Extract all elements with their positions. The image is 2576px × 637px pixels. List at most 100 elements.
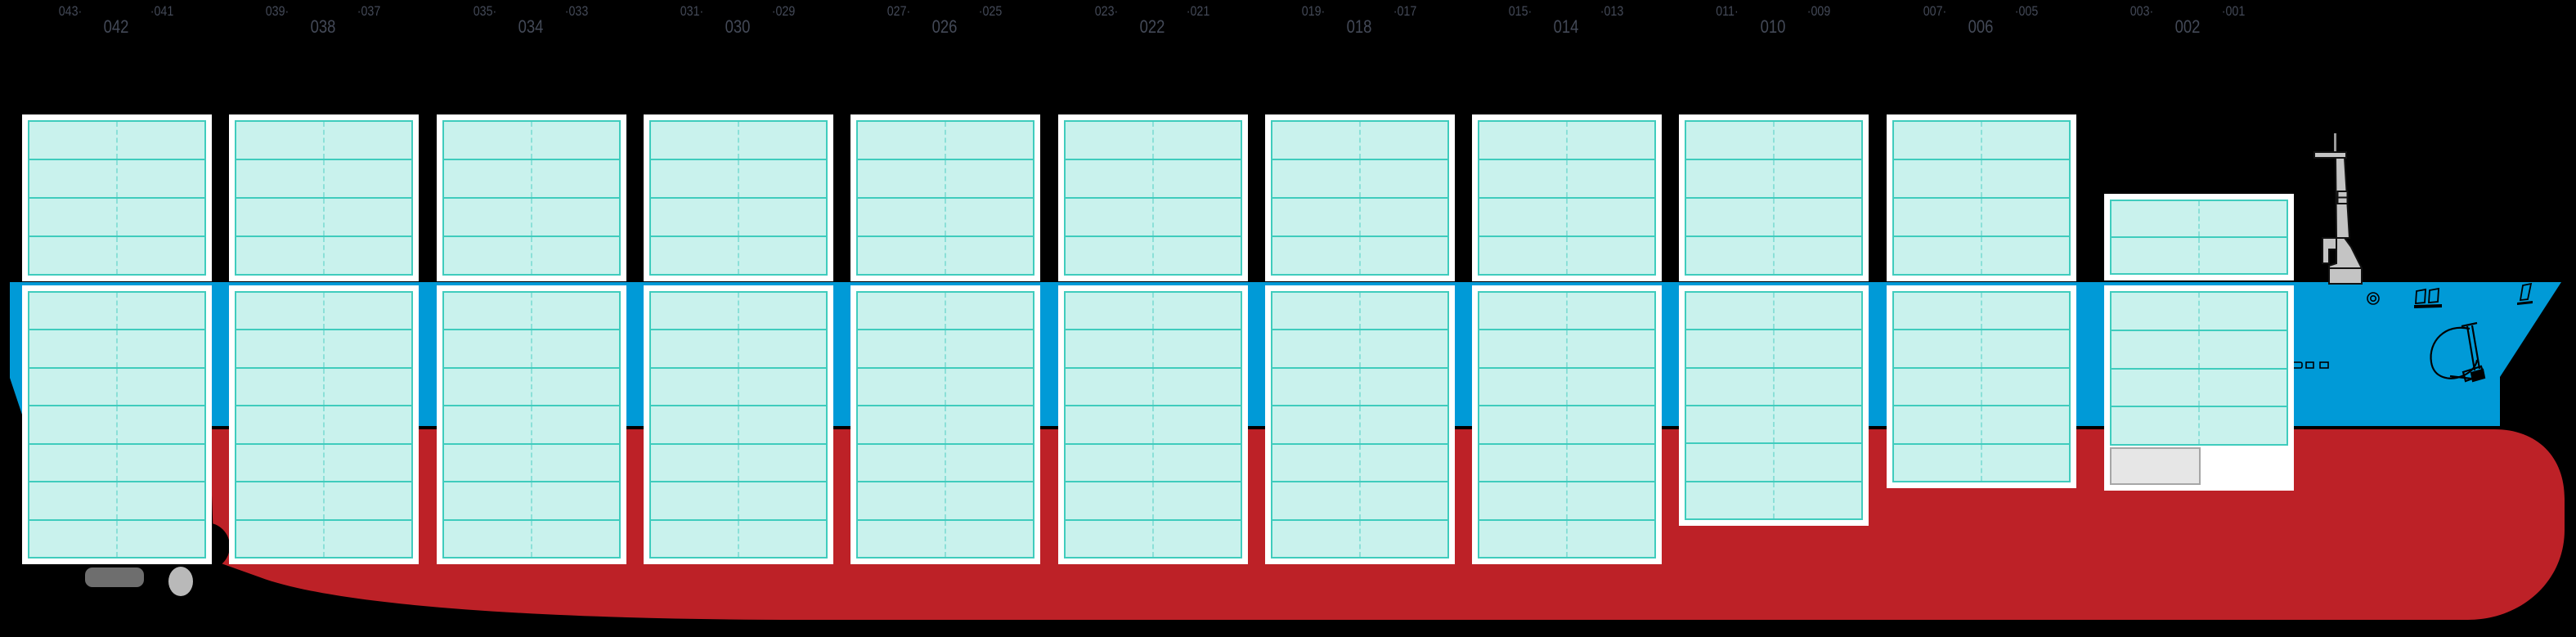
container-slot[interactable] <box>532 199 619 236</box>
container-slot[interactable] <box>325 520 411 557</box>
container-slot[interactable] <box>236 520 325 557</box>
container-slot[interactable] <box>1982 368 2069 406</box>
container-slot[interactable] <box>118 199 204 236</box>
container-slot[interactable] <box>1066 406 1154 443</box>
container-slot[interactable] <box>2200 238 2287 273</box>
container-slot[interactable] <box>946 237 1033 274</box>
container-slot[interactable] <box>236 199 325 236</box>
container-slot[interactable] <box>739 406 826 443</box>
container-slot[interactable] <box>1686 368 1775 405</box>
container-slot[interactable] <box>444 406 532 443</box>
container-slot[interactable] <box>1479 520 1568 557</box>
container-slot[interactable] <box>1361 368 1447 406</box>
container-slot[interactable] <box>1272 293 1361 330</box>
container-slot[interactable] <box>858 293 946 330</box>
container-slot[interactable] <box>1775 482 1861 518</box>
container-slot[interactable] <box>1775 330 1861 367</box>
container-slot[interactable] <box>1272 406 1361 443</box>
container-slot[interactable] <box>1272 237 1361 274</box>
container-slot[interactable] <box>118 330 204 367</box>
container-slot[interactable] <box>1066 293 1154 330</box>
container-slot[interactable] <box>1775 199 1861 236</box>
container-slot[interactable] <box>532 160 619 197</box>
container-slot[interactable] <box>532 293 619 330</box>
container-slot[interactable] <box>1272 368 1361 406</box>
container-slot[interactable] <box>1479 237 1568 274</box>
container-slot[interactable] <box>444 482 532 519</box>
container-slot[interactable] <box>1066 237 1154 274</box>
container-slot[interactable] <box>739 368 826 406</box>
container-slot[interactable] <box>2112 201 2200 236</box>
container-slot[interactable] <box>946 482 1033 519</box>
container-slot[interactable] <box>325 122 411 159</box>
container-slot[interactable] <box>739 122 826 159</box>
container-slot[interactable] <box>29 482 118 519</box>
container-slot[interactable] <box>651 122 739 159</box>
container-slot[interactable] <box>118 293 204 330</box>
container-slot[interactable] <box>1479 444 1568 482</box>
container-slot[interactable] <box>2112 330 2200 368</box>
container-slot[interactable] <box>1894 293 1982 330</box>
container-slot[interactable] <box>858 122 946 159</box>
container-slot[interactable] <box>1982 199 2069 236</box>
container-slot[interactable] <box>858 160 946 197</box>
container-slot[interactable] <box>1066 122 1154 159</box>
container-slot[interactable] <box>1894 237 1982 274</box>
container-slot[interactable] <box>325 199 411 236</box>
container-slot[interactable] <box>1775 293 1861 330</box>
container-slot[interactable] <box>444 237 532 274</box>
container-slot[interactable] <box>1361 520 1447 557</box>
container-slot[interactable] <box>118 520 204 557</box>
container-slot[interactable] <box>532 406 619 443</box>
container-slot[interactable] <box>444 293 532 330</box>
container-slot[interactable] <box>1272 444 1361 482</box>
container-slot[interactable] <box>118 160 204 197</box>
container-slot[interactable] <box>1568 482 1654 519</box>
container-slot[interactable] <box>739 520 826 557</box>
container-slot[interactable] <box>2112 369 2200 406</box>
container-slot[interactable] <box>236 160 325 197</box>
container-slot[interactable] <box>2200 369 2287 406</box>
container-slot[interactable] <box>858 406 946 443</box>
container-slot[interactable] <box>532 368 619 406</box>
container-slot[interactable] <box>651 199 739 236</box>
container-slot[interactable] <box>29 444 118 482</box>
container-slot[interactable] <box>29 520 118 557</box>
container-slot[interactable] <box>236 368 325 406</box>
container-slot[interactable] <box>325 444 411 482</box>
container-slot[interactable] <box>29 122 118 159</box>
container-slot[interactable] <box>946 293 1033 330</box>
container-slot[interactable] <box>739 160 826 197</box>
container-slot[interactable] <box>1272 482 1361 519</box>
container-slot[interactable] <box>1154 368 1241 406</box>
container-slot[interactable] <box>444 122 532 159</box>
container-slot[interactable] <box>1361 122 1447 159</box>
container-slot[interactable] <box>1568 293 1654 330</box>
container-slot[interactable] <box>1361 237 1447 274</box>
container-slot[interactable] <box>946 330 1033 367</box>
container-slot[interactable] <box>1982 444 2069 482</box>
container-slot[interactable] <box>1154 406 1241 443</box>
container-slot[interactable] <box>2112 407 2200 444</box>
container-slot[interactable] <box>1686 482 1775 518</box>
container-slot[interactable] <box>1568 237 1654 274</box>
container-slot[interactable] <box>1686 160 1775 197</box>
container-slot[interactable] <box>1894 444 1982 482</box>
container-slot[interactable] <box>325 330 411 367</box>
container-slot[interactable] <box>739 482 826 519</box>
container-slot[interactable] <box>946 520 1033 557</box>
container-slot[interactable] <box>1775 160 1861 197</box>
container-slot[interactable] <box>1479 368 1568 406</box>
container-slot[interactable] <box>29 368 118 406</box>
container-slot[interactable] <box>444 330 532 367</box>
container-slot[interactable] <box>1066 160 1154 197</box>
container-slot[interactable] <box>532 444 619 482</box>
container-slot[interactable] <box>739 330 826 367</box>
container-slot[interactable] <box>1894 330 1982 367</box>
container-slot[interactable] <box>858 482 946 519</box>
container-slot[interactable] <box>651 368 739 406</box>
container-slot[interactable] <box>1272 520 1361 557</box>
container-slot[interactable] <box>236 330 325 367</box>
container-slot[interactable] <box>858 520 946 557</box>
container-slot[interactable] <box>1894 122 1982 159</box>
